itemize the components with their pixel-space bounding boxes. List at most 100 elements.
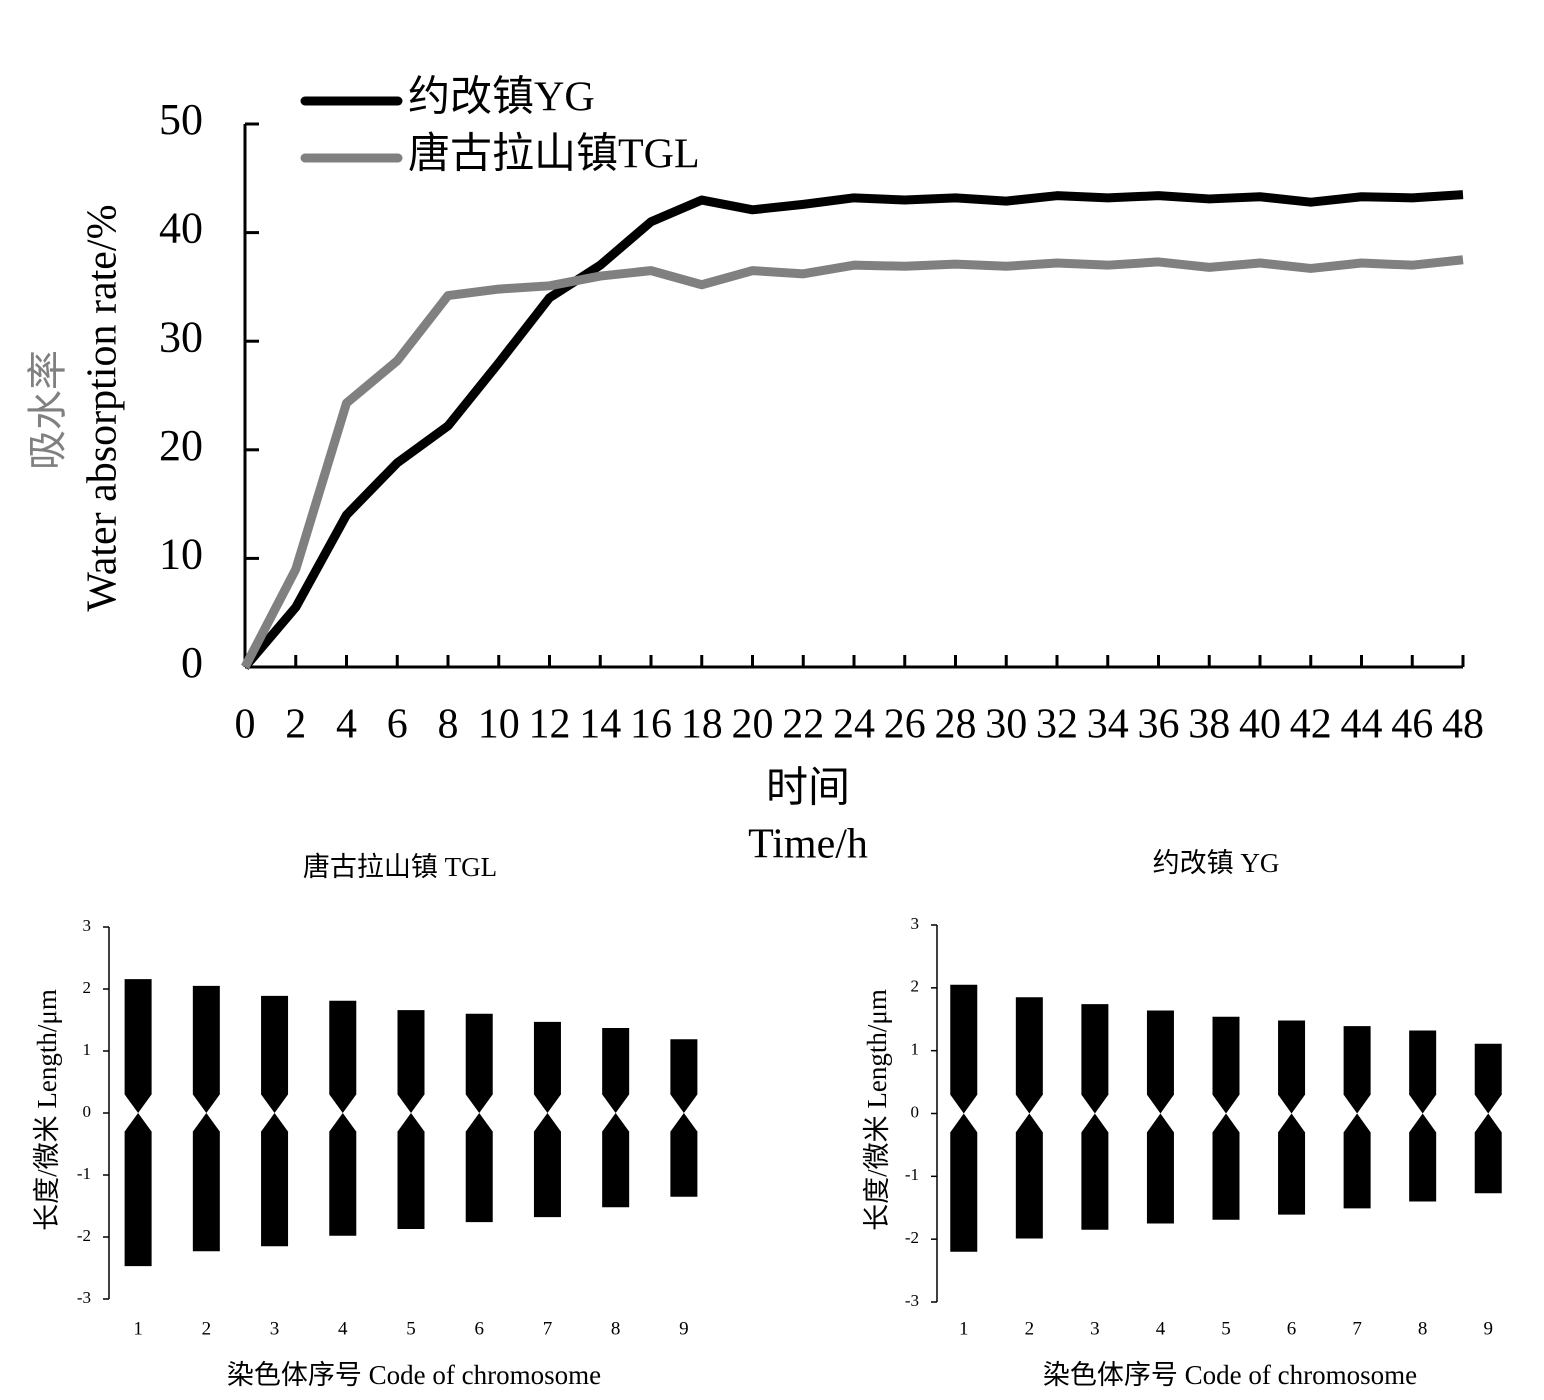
- lower-arm: [1081, 1113, 1109, 1230]
- x-tick-label: 0: [235, 702, 256, 748]
- x-tick-label: 20: [732, 702, 774, 748]
- y-tick-label: 40: [159, 204, 203, 253]
- x-tick-label: 48: [1442, 702, 1484, 748]
- lower-arm: [602, 1113, 630, 1208]
- upper-arm: [397, 1010, 425, 1113]
- upper-arm: [261, 995, 289, 1113]
- y-tick-label: 3: [83, 916, 92, 935]
- lower-arm: [1015, 1113, 1043, 1239]
- x-tick-label: 12: [529, 702, 571, 748]
- x-tick-label: 30: [985, 702, 1027, 748]
- y-tick-label: 3: [911, 914, 920, 933]
- y-tick-label: -3: [77, 1288, 91, 1307]
- upper-arm: [192, 985, 220, 1113]
- upper-arm: [329, 1000, 357, 1113]
- x-tick-label: 6: [387, 702, 408, 748]
- lower-arm: [1278, 1113, 1306, 1215]
- upper-arm: [670, 1039, 698, 1113]
- y-tick-label: -3: [905, 1291, 919, 1310]
- x-axis-label: 时间: [766, 766, 850, 812]
- upper-arm: [1474, 1043, 1502, 1114]
- x-axis-label: 染色体序号 Code of chromosome: [1043, 1360, 1417, 1390]
- x-tick-label: 6: [474, 1318, 484, 1339]
- data-line: [241, 255, 1464, 670]
- x-tick-label: 18: [681, 702, 723, 748]
- lower-arm: [397, 1113, 425, 1229]
- x-tick-label: 9: [1483, 1318, 1493, 1339]
- lower-arm: [533, 1113, 561, 1218]
- lower-arm: [1409, 1113, 1437, 1202]
- x-tick-label: 9: [679, 1318, 689, 1339]
- x-tick-label: 26: [884, 702, 926, 748]
- y-tick-label: 10: [159, 529, 203, 578]
- lower-arm: [1146, 1113, 1174, 1224]
- upper-arm: [1081, 1004, 1109, 1114]
- x-tick-label: 28: [935, 702, 977, 748]
- upper-arm: [1278, 1020, 1306, 1114]
- chart-title: 唐古拉山镇 TGL: [303, 852, 497, 882]
- x-tick-label: 2: [202, 1318, 212, 1339]
- y-tick-label: 1: [83, 1040, 92, 1059]
- y-tick-label: 0: [911, 1102, 920, 1121]
- x-tick-label: 5: [1221, 1318, 1231, 1339]
- legend-label: 约改镇YG: [408, 75, 595, 121]
- upper-arm: [1015, 997, 1043, 1114]
- lower-arm: [1212, 1113, 1240, 1220]
- x-tick-label: 10: [478, 702, 520, 748]
- y-tick-label: 2: [911, 977, 920, 996]
- x-tick-label: 2: [285, 702, 306, 748]
- x-tick-label: 22: [782, 702, 824, 748]
- x-tick-label: 4: [336, 702, 357, 748]
- legend-label: 唐古拉山镇TGL: [408, 131, 700, 178]
- x-tick-label: 1: [133, 1318, 143, 1339]
- lower-arm: [465, 1113, 493, 1223]
- x-tick-label: 7: [543, 1318, 553, 1339]
- x-tick-label: 38: [1188, 702, 1230, 748]
- upper-arm: [465, 1013, 493, 1113]
- x-tick-label: 32: [1036, 702, 1078, 748]
- y-tick-label: 50: [159, 95, 203, 144]
- x-tick-label: 3: [1090, 1318, 1100, 1339]
- x-tick-label: 8: [1418, 1318, 1428, 1339]
- upper-arm: [1146, 1010, 1174, 1114]
- x-tick-label: 5: [406, 1318, 416, 1339]
- y-tick-label: 20: [159, 421, 203, 470]
- x-tick-label: 1: [959, 1318, 969, 1339]
- y-axis-label: 吸水率: [25, 350, 70, 470]
- upper-arm: [950, 984, 978, 1114]
- x-tick-label: 2: [1025, 1318, 1035, 1339]
- x-tick-label: 16: [630, 702, 672, 748]
- x-tick-label: 8: [611, 1318, 621, 1339]
- upper-arm: [1212, 1016, 1240, 1114]
- y-axis-label: 长度/微米 Length/μm: [32, 989, 62, 1231]
- y-tick-label: -1: [77, 1164, 91, 1183]
- x-tick-label: 44: [1341, 702, 1383, 748]
- x-axis-label: Time/h: [748, 822, 868, 868]
- y-tick-label: 0: [181, 638, 203, 687]
- upper-arm: [533, 1021, 561, 1113]
- upper-arm: [124, 979, 152, 1113]
- x-tick-label: 36: [1138, 702, 1180, 748]
- x-tick-label: 40: [1239, 702, 1281, 748]
- x-axis-label: 染色体序号 Code of chromosome: [227, 1360, 601, 1390]
- y-tick-label: 30: [159, 312, 203, 361]
- lower-arm: [670, 1113, 698, 1197]
- y-tick-label: 2: [83, 978, 92, 997]
- y-axis-label: 长度/微米 Length/μm: [862, 989, 892, 1231]
- lower-arm: [329, 1113, 357, 1236]
- lower-arm: [1343, 1113, 1371, 1209]
- y-tick-label: 0: [83, 1102, 92, 1121]
- upper-arm: [1343, 1026, 1371, 1114]
- y-axis-label: Water absorption rate/%: [80, 204, 126, 611]
- x-tick-label: 14: [579, 702, 621, 748]
- y-tick-label: -1: [905, 1165, 919, 1184]
- lower-arm: [950, 1113, 978, 1252]
- x-tick-label: 3: [270, 1318, 280, 1339]
- x-tick-label: 8: [438, 702, 459, 748]
- chart-title: 约改镇 YG: [1153, 848, 1280, 878]
- lower-arm: [124, 1113, 152, 1267]
- x-tick-label: 42: [1290, 702, 1332, 748]
- upper-arm: [602, 1028, 630, 1113]
